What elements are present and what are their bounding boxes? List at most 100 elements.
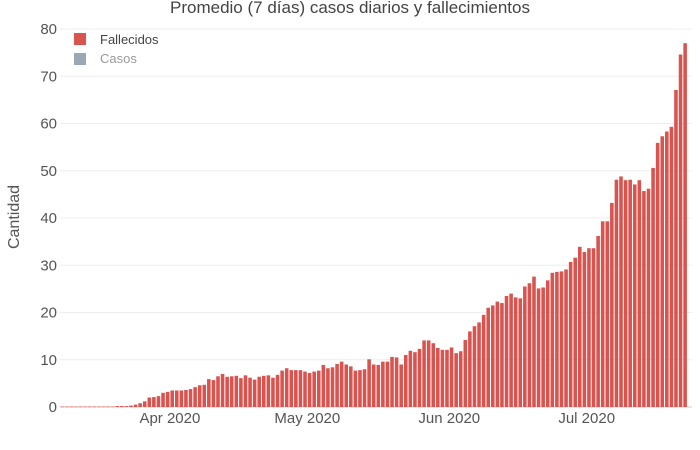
bar[interactable] [220,373,225,407]
bar[interactable] [271,377,275,407]
bar[interactable] [303,371,307,407]
bar[interactable] [582,252,587,407]
bar[interactable] [509,293,513,407]
bar[interactable] [491,305,495,407]
bar[interactable] [367,359,371,407]
bar[interactable] [78,406,83,408]
bars-fallecidos[interactable] [60,43,687,408]
bar[interactable] [69,406,74,408]
bar[interactable] [449,347,454,407]
bar[interactable] [578,246,582,407]
bar[interactable] [124,406,129,407]
bar[interactable] [655,142,660,407]
bar[interactable] [133,404,138,407]
bar[interactable] [463,339,468,407]
bar[interactable] [353,370,358,407]
bar[interactable] [307,372,312,407]
bar[interactable] [564,269,568,408]
bar[interactable] [600,221,605,407]
bar[interactable] [504,295,509,407]
bar[interactable] [550,272,555,407]
bar[interactable] [596,235,600,407]
bar[interactable] [458,351,463,407]
legend-item-fallecidos[interactable]: Fallecidos [74,32,159,47]
bar[interactable] [234,375,239,407]
bar[interactable] [591,248,596,407]
bar[interactable] [165,391,170,407]
bar[interactable] [161,392,165,407]
bar[interactable] [399,364,403,407]
bar[interactable] [156,396,161,407]
bar[interactable] [454,353,458,407]
bar[interactable] [312,371,316,407]
bar[interactable] [472,326,477,407]
bar[interactable] [216,376,220,407]
bar[interactable] [559,271,564,407]
bar[interactable] [349,366,353,407]
bar[interactable] [532,276,536,407]
bar[interactable] [371,364,376,407]
bar[interactable] [316,370,321,407]
bar[interactable] [536,288,541,407]
bar[interactable] [660,136,665,407]
bar[interactable] [243,375,248,407]
bar[interactable] [477,322,481,407]
bar[interactable] [298,370,303,407]
bar[interactable] [211,380,216,407]
bar[interactable] [229,376,234,407]
bar[interactable] [683,43,687,408]
bar[interactable] [175,390,179,407]
bar[interactable] [573,257,577,407]
bar[interactable] [362,369,367,407]
bar[interactable] [74,406,78,408]
bar[interactable] [431,343,436,407]
bar[interactable] [665,131,669,407]
bar[interactable] [408,350,413,407]
bar[interactable] [275,374,280,407]
bar[interactable] [614,179,619,407]
bar[interactable] [481,314,486,407]
bar[interactable] [262,375,266,407]
bar[interactable] [188,389,193,407]
bar[interactable] [587,248,591,407]
bar[interactable] [518,298,523,407]
bar[interactable] [83,406,87,408]
bar[interactable] [289,370,294,407]
bar[interactable] [628,179,632,407]
bar[interactable] [642,191,646,407]
bar[interactable] [60,406,65,408]
bar[interactable] [339,361,344,407]
bar[interactable] [394,357,399,407]
bar[interactable] [623,180,628,407]
bar[interactable] [129,405,133,407]
bar[interactable] [541,287,545,407]
bar[interactable] [610,202,614,407]
bar[interactable] [440,349,445,407]
bar[interactable] [436,347,440,407]
bar[interactable] [106,406,110,408]
bar[interactable] [495,301,500,407]
bar[interactable] [678,54,683,408]
bar[interactable] [110,406,115,408]
bar[interactable] [152,397,156,407]
bar[interactable] [321,364,326,407]
bar[interactable] [252,379,257,407]
bar[interactable] [207,379,211,407]
bar[interactable] [527,283,532,407]
bar[interactable] [138,403,142,407]
bar[interactable] [326,368,330,407]
bar[interactable] [605,221,610,407]
bar[interactable] [248,377,252,407]
bar[interactable] [179,390,184,407]
bar[interactable] [193,387,197,407]
legend-item-casos[interactable]: Casos [74,51,137,66]
bar[interactable] [422,340,426,407]
bar[interactable] [523,286,527,407]
bar[interactable] [225,376,229,407]
bar[interactable] [568,261,573,407]
bar[interactable] [115,406,120,407]
bar[interactable] [120,406,124,407]
bar[interactable] [358,370,362,407]
bar[interactable] [555,271,559,407]
bar[interactable] [486,307,490,407]
